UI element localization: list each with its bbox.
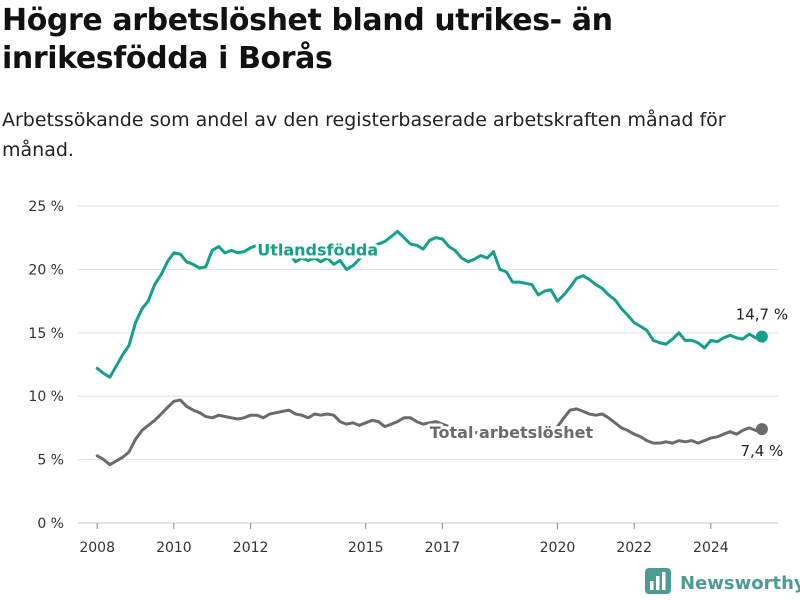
brand-logo: Newsworthy [644, 568, 800, 598]
end-point-total [755, 423, 768, 436]
chart-subtitle: Arbetssökande som andel av den registerb… [2, 109, 726, 161]
brand-name: Newsworthy [680, 572, 800, 594]
grid-lines [78, 205, 778, 524]
series-lines [95, 229, 768, 467]
x-tick-label: 2022 [616, 540, 652, 556]
x-tick-label: 2008 [79, 540, 115, 556]
y-tick-label: 10 % [28, 389, 64, 405]
x-tick-label: 2020 [540, 540, 576, 556]
chart-title: Högre arbetslöshet bland utrikes- än inr… [2, 3, 613, 76]
x-tick-label: 2012 [233, 540, 269, 556]
x-tick-label: 2010 [156, 540, 192, 556]
x-tick-label: 2017 [425, 540, 461, 556]
x-tick-label: 2015 [348, 540, 384, 556]
series-label-total: Total arbetslöshet [430, 423, 594, 442]
y-tick-label: 25 % [28, 199, 64, 215]
newsworthy-bar-chart-icon [644, 567, 672, 599]
end-label-utlandsfodda: 14,7 % [736, 306, 788, 324]
end-label-total: 7,4 % [740, 442, 783, 460]
series-line-total [95, 398, 764, 467]
y-tick-label: 5 % [37, 453, 64, 469]
axes: 0 % 5 % 10 % 15 % 20 % 25 % 2008 2010 2012 2015 20… [28, 199, 728, 556]
x-tick-label: 2024 [693, 540, 729, 556]
end-point-utlandsfodda [755, 330, 768, 343]
y-tick-label: 20 % [28, 262, 64, 278]
series-label-utlandsfodda: Utlandsfödda [257, 240, 378, 259]
y-tick-label: 0 % [37, 516, 64, 532]
series-line-utlandsfodda [95, 229, 764, 379]
series-labels: Utlandsfödda Total arbetslöshet 14,7 % 7,4 … [254, 237, 788, 460]
y-tick-label: 15 % [28, 326, 64, 342]
